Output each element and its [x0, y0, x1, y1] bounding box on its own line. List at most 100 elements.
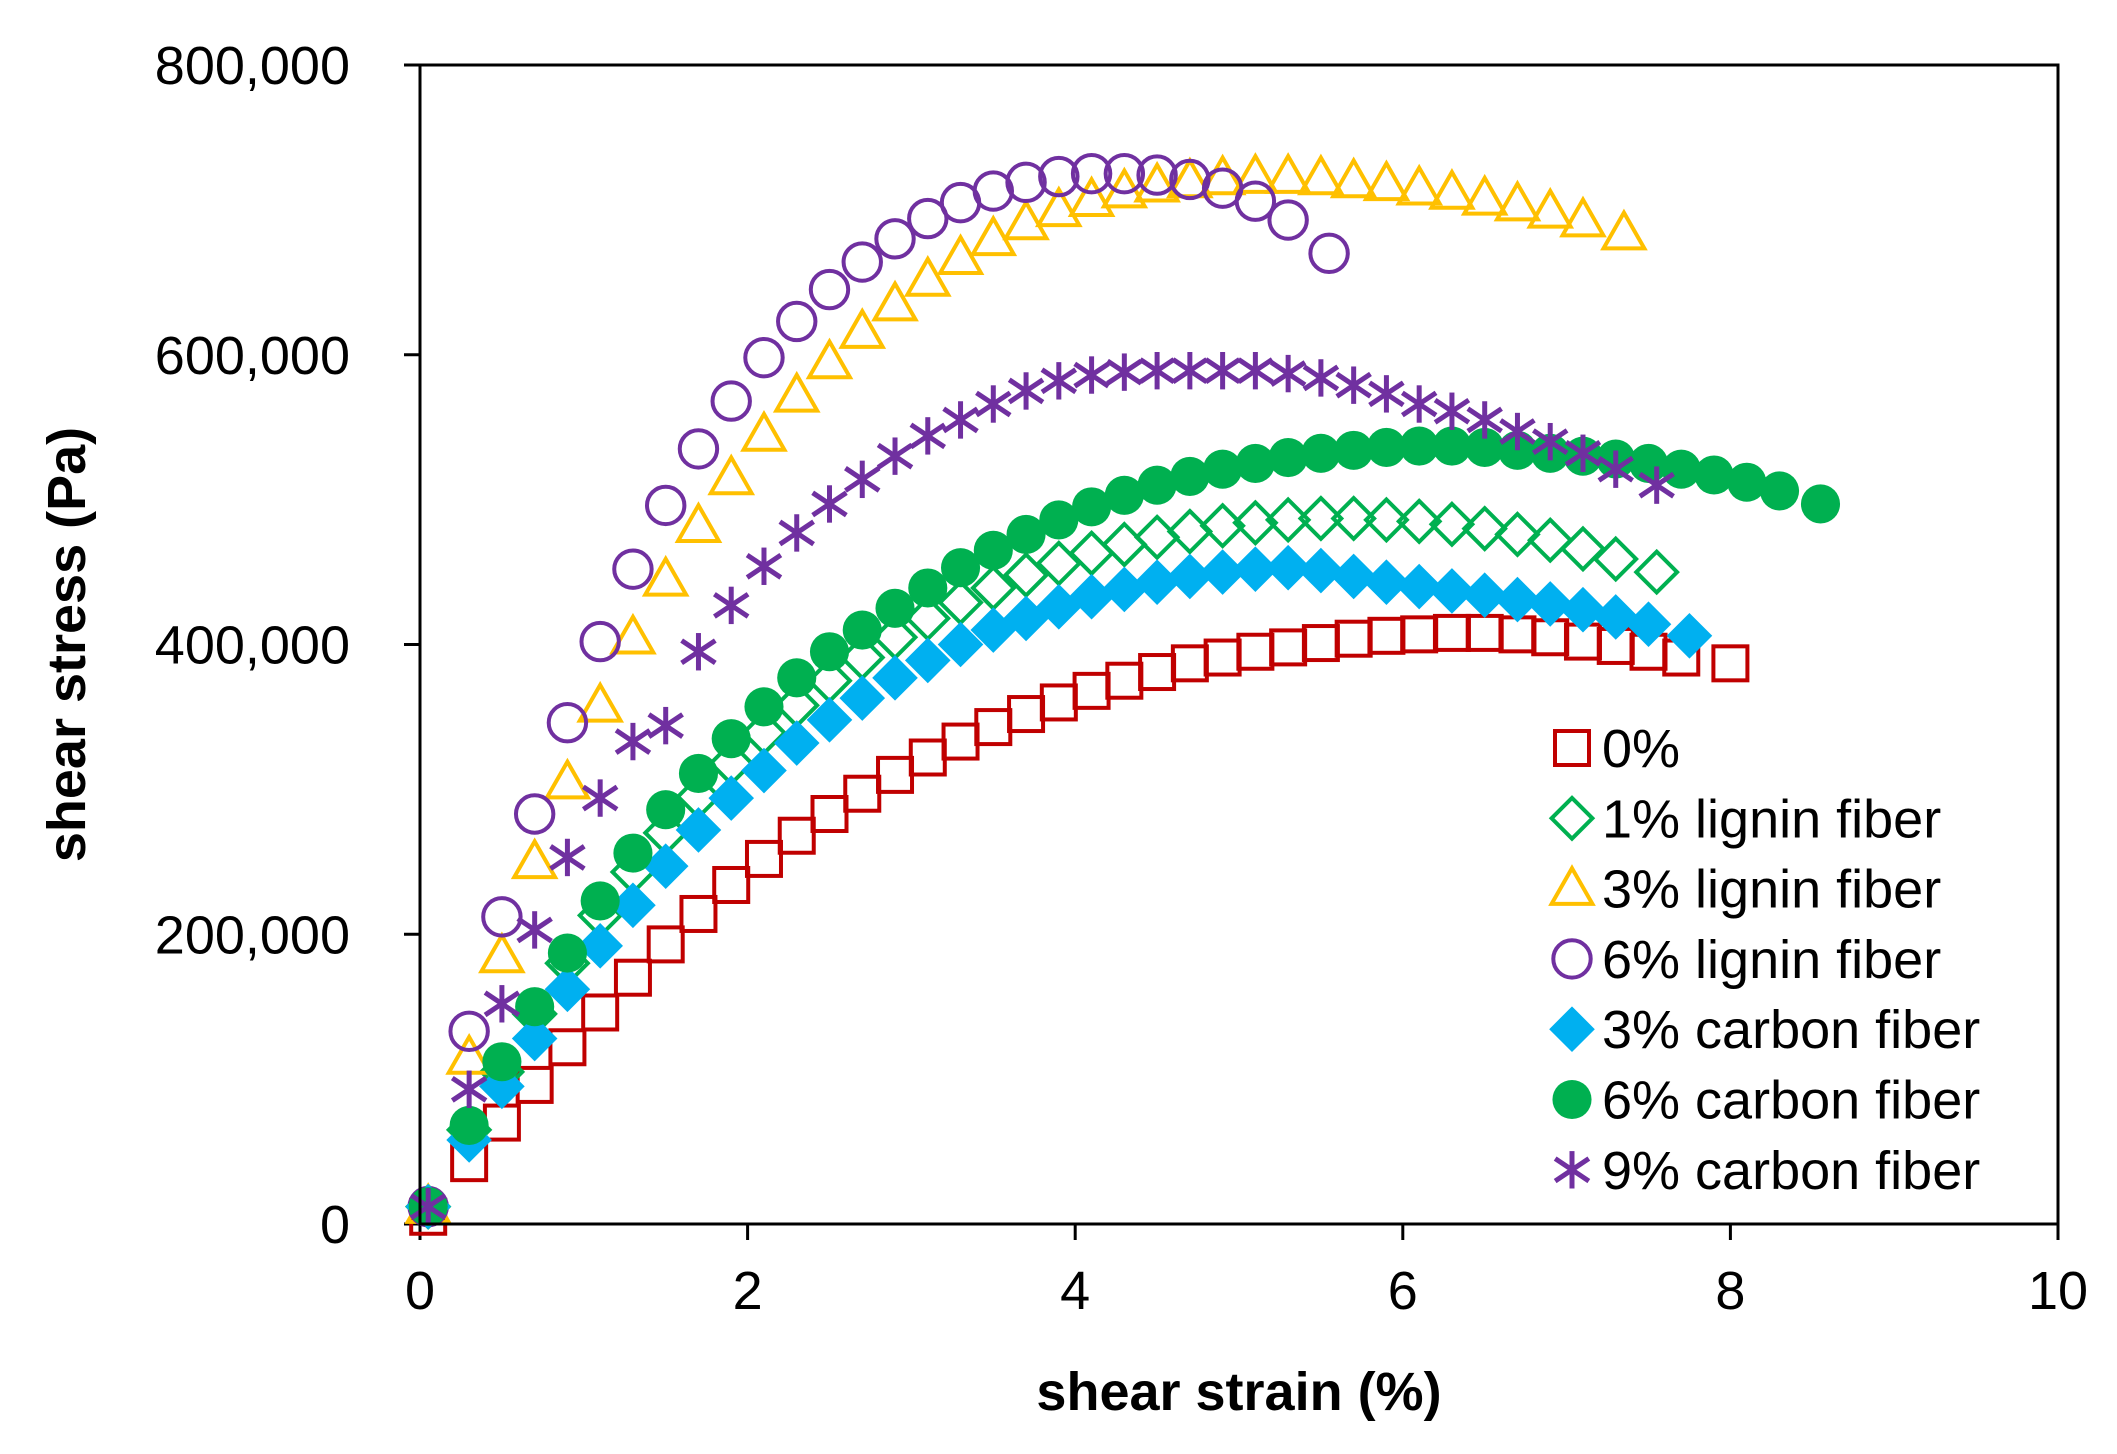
data-point — [1399, 426, 1439, 466]
data-point — [614, 722, 652, 761]
data-point — [741, 747, 787, 794]
data-point — [483, 985, 521, 1023]
data-point — [1103, 152, 1146, 195]
data-point — [1264, 496, 1312, 544]
data-point — [937, 621, 984, 668]
data-point-stroke — [713, 592, 750, 619]
data-point-stroke — [975, 390, 1012, 418]
data-point — [844, 460, 881, 499]
data-point — [712, 865, 751, 904]
data-point-stroke — [1335, 371, 1372, 399]
legend-item: 6% lignin fiber — [1551, 930, 1941, 990]
data-point-stroke — [614, 728, 652, 755]
data-point — [1034, 185, 1083, 228]
data-point — [641, 554, 690, 597]
data-point — [609, 612, 657, 655]
legend-marker — [1548, 795, 1596, 842]
data-point — [1559, 525, 1607, 573]
data-point — [677, 428, 720, 470]
data-point — [1494, 511, 1541, 558]
legend-label: 6% lignin fiber — [1602, 930, 1941, 990]
series-2 — [404, 152, 1648, 1224]
data-point — [904, 637, 951, 684]
data-point — [772, 370, 821, 413]
data-point — [679, 894, 718, 933]
data-point — [806, 697, 853, 743]
data-point — [708, 775, 755, 821]
legend-item: 9% carbon fiber — [1553, 1141, 1980, 1201]
data-point-stroke — [647, 712, 684, 739]
data-point-stroke — [844, 466, 881, 493]
legend: 0% 1% lignin fiber 3% lignin fiber 6% ligni… — [1548, 719, 1980, 1201]
data-point — [1429, 568, 1475, 614]
data-point — [1666, 613, 1713, 659]
x-tick-label: 4 — [1060, 1261, 1090, 1321]
data-point-stroke — [680, 638, 717, 666]
data-point — [1633, 548, 1680, 596]
data-point — [1234, 180, 1277, 222]
data-point — [1067, 175, 1116, 218]
data-point — [1072, 487, 1112, 527]
data-point — [675, 807, 722, 853]
data-point — [1073, 356, 1110, 394]
data-point-stroke — [1138, 357, 1176, 384]
data-point — [744, 839, 783, 878]
legend-marker — [1548, 864, 1596, 906]
data-point — [811, 485, 848, 523]
data-point — [1433, 392, 1471, 430]
legend-item: 3% carbon fiber — [1549, 1000, 1980, 1060]
data-point — [707, 453, 756, 496]
series-3 — [407, 152, 1350, 1228]
data-point — [1267, 199, 1309, 241]
data-point — [839, 675, 886, 721]
data-point — [713, 586, 750, 625]
data-point — [448, 1010, 490, 1053]
data-point-stroke — [516, 916, 553, 944]
data-point — [1198, 153, 1247, 196]
data-point — [1759, 471, 1800, 511]
data-point — [743, 336, 785, 379]
data-point — [1269, 354, 1307, 393]
data-point — [1395, 498, 1443, 545]
legend-marker — [1553, 729, 1591, 767]
data-point — [478, 931, 526, 974]
data-point — [409, 1187, 447, 1226]
data-point — [1564, 434, 1602, 472]
data-point — [515, 987, 555, 1027]
data-point — [1694, 455, 1734, 495]
data-point — [1395, 163, 1444, 206]
data-point — [1136, 154, 1178, 196]
data-point — [1727, 462, 1767, 502]
y-tick-label: 400,000 — [155, 616, 350, 676]
data-point — [1040, 362, 1078, 400]
data-point — [874, 218, 916, 260]
data-point — [1366, 427, 1406, 468]
data-point — [808, 268, 851, 311]
x-tick-label: 2 — [733, 1261, 763, 1321]
data-point — [1106, 353, 1143, 391]
y-tick-label: 800,000 — [155, 36, 350, 96]
data-point — [1334, 430, 1374, 470]
legend-label: 9% carbon fiber — [1602, 1141, 1980, 1201]
data-point — [1800, 484, 1841, 524]
data-point — [903, 254, 952, 297]
data-point — [1363, 496, 1410, 544]
data-point — [513, 793, 556, 835]
data-point — [810, 795, 849, 834]
data-point-stroke — [409, 1193, 447, 1220]
data-point-stroke — [1638, 471, 1675, 499]
series-4 — [405, 544, 1713, 1230]
data-point-stroke — [1073, 361, 1110, 389]
data-point — [969, 214, 1018, 257]
data-point — [1560, 586, 1606, 633]
data-point — [450, 1070, 488, 1108]
data-point — [1499, 412, 1536, 451]
data-point — [1302, 359, 1340, 397]
plot-area-frame — [418, 63, 2060, 1226]
x-tick-label: 6 — [1388, 1261, 1418, 1321]
data-point — [511, 1015, 558, 1062]
data-point — [1070, 152, 1113, 195]
data-point — [777, 658, 817, 698]
data-point-stroke — [1466, 406, 1503, 434]
data-point — [543, 757, 592, 800]
